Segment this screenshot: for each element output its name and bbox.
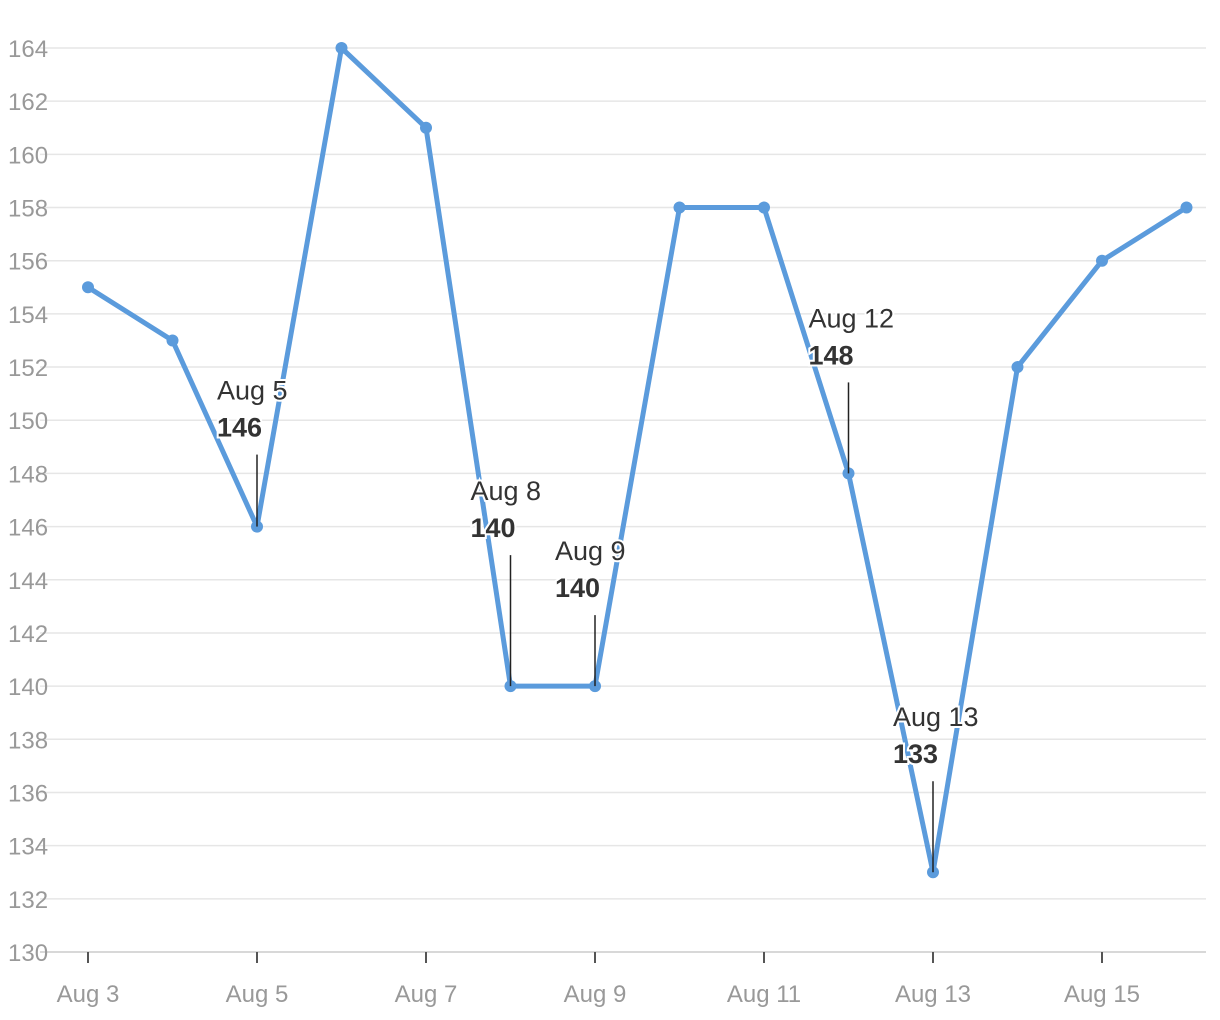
y-tick-label: 134 xyxy=(8,834,48,861)
x-tick-label: Aug 3 xyxy=(57,981,120,1008)
y-tick-label: 152 xyxy=(8,355,48,382)
y-tick-label: 148 xyxy=(8,461,48,488)
annotation-value: 146 xyxy=(217,413,262,443)
y-tick-label: 144 xyxy=(8,568,48,595)
data-point xyxy=(166,334,179,347)
y-tick-label: 136 xyxy=(8,780,48,807)
data-point xyxy=(335,42,348,54)
y-tick-label: 132 xyxy=(8,887,48,914)
y-tick-label: 156 xyxy=(8,249,48,276)
annotation-date: Aug 9 xyxy=(555,536,626,566)
data-point xyxy=(1096,254,1108,267)
data-point xyxy=(82,281,94,294)
y-tick-label: 130 xyxy=(8,940,48,967)
data-point xyxy=(1180,201,1193,214)
data-point xyxy=(420,121,432,134)
x-tick-label: Aug 7 xyxy=(395,981,458,1008)
annotation-date: Aug 13 xyxy=(893,702,979,732)
x-tick-label: Aug 5 xyxy=(226,981,289,1008)
y-tick-label: 158 xyxy=(8,196,48,223)
y-tick-label: 162 xyxy=(8,89,48,116)
annotation-date: Aug 12 xyxy=(809,303,895,333)
y-tick-label: 142 xyxy=(8,621,48,648)
series-line xyxy=(86,45,1188,875)
y-tick-label: 146 xyxy=(8,515,48,542)
y-tick-label: 160 xyxy=(8,142,48,169)
y-tick-label: 140 xyxy=(8,674,48,701)
data-point xyxy=(673,201,686,214)
y-tick-label: 150 xyxy=(8,408,48,435)
annotation-value: 133 xyxy=(893,739,938,769)
annotation-value: 148 xyxy=(809,340,854,370)
y-tick-label: 154 xyxy=(8,302,48,329)
x-tick-label: Aug 9 xyxy=(564,981,627,1008)
x-tick-label: Aug 13 xyxy=(895,981,971,1008)
annotation-date: Aug 5 xyxy=(217,376,288,406)
annotation-value: 140 xyxy=(471,513,516,543)
y-tick-label: 164 xyxy=(8,36,48,63)
y-tick-label: 138 xyxy=(8,727,48,754)
data-point xyxy=(758,201,770,214)
x-tick-label: Aug 15 xyxy=(1064,981,1140,1008)
annotation-value: 140 xyxy=(555,573,600,603)
x-tick-label: Aug 11 xyxy=(727,981,801,1008)
annotation-date: Aug 8 xyxy=(471,476,542,506)
data-point xyxy=(1011,361,1024,374)
